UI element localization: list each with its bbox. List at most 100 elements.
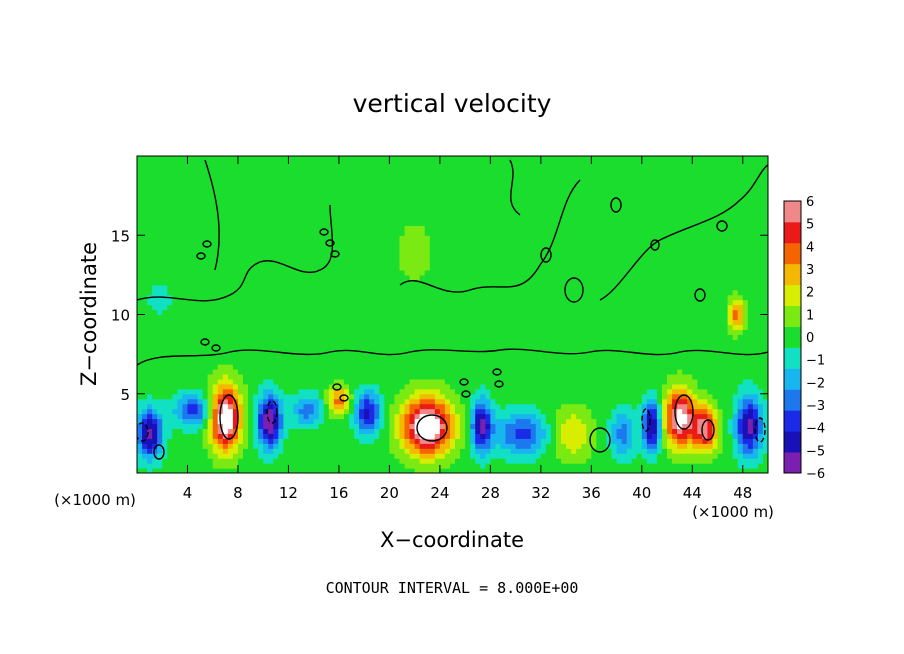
- field-cell: [263, 314, 269, 321]
- field-cell: [495, 309, 502, 316]
- field-cell: [253, 359, 259, 365]
- field-cell: [293, 230, 300, 236]
- field-cell: [455, 309, 461, 316]
- field-cell: [490, 215, 497, 221]
- field-cell: [343, 334, 350, 340]
- field-cell: [419, 230, 426, 236]
- field-cell: [237, 463, 244, 469]
- field-cell: [313, 160, 320, 167]
- field-cell: [359, 180, 365, 187]
- field-cell: [485, 398, 491, 405]
- field-cell: [374, 185, 380, 192]
- field-cell: [147, 428, 153, 434]
- field-cell: [379, 324, 385, 330]
- field-cell: [485, 393, 491, 400]
- field-cell: [142, 180, 148, 187]
- field-cell: [303, 255, 310, 261]
- field-cell: [369, 215, 375, 221]
- field-cell: [434, 368, 441, 375]
- field-cell: [455, 433, 461, 439]
- field-cell: [258, 299, 264, 306]
- field-cell: [202, 284, 209, 291]
- field-cell: [424, 364, 431, 370]
- field-cell: [384, 423, 390, 430]
- field-cell: [374, 250, 380, 256]
- field-cell: [323, 314, 330, 321]
- field-cell: [475, 156, 481, 162]
- field-cell: [207, 195, 214, 202]
- field-cell: [485, 378, 491, 385]
- field-cell: [505, 289, 512, 296]
- field-cell: [248, 458, 254, 464]
- field-cell: [217, 264, 224, 271]
- field-cell: [429, 289, 436, 296]
- field-cell: [162, 230, 168, 236]
- field-cell: [379, 230, 385, 236]
- field-cell: [389, 393, 396, 400]
- field-cell: [333, 215, 340, 221]
- field-cell: [328, 299, 335, 306]
- field-cell: [359, 373, 365, 380]
- field-cell: [177, 185, 184, 192]
- field-cell: [369, 378, 375, 385]
- field-cell: [495, 156, 502, 162]
- field-cell: [142, 185, 148, 192]
- field-cell: [364, 180, 370, 187]
- field-cell: [237, 255, 244, 261]
- field-cell: [177, 354, 184, 360]
- field-cell: [374, 314, 380, 321]
- field-cell: [414, 354, 421, 360]
- field-cell: [394, 294, 401, 301]
- field-cell: [172, 225, 178, 231]
- field-cell: [323, 458, 330, 464]
- field-cell: [243, 245, 249, 251]
- field-cell: [455, 269, 461, 276]
- field-cell: [243, 319, 249, 325]
- field-cell: [404, 260, 411, 266]
- field-cell: [182, 403, 189, 410]
- field-cell: [500, 344, 507, 350]
- field-cell: [182, 190, 189, 197]
- field-cell: [207, 423, 214, 430]
- field-cell: [465, 200, 471, 207]
- field-cell: [293, 398, 300, 405]
- field-cell: [227, 438, 234, 444]
- field-cell: [338, 200, 345, 207]
- field-cell: [207, 269, 214, 276]
- field-cell: [293, 393, 300, 400]
- field-cell: [480, 368, 486, 375]
- field-cell: [505, 190, 512, 197]
- field-cell: [167, 284, 173, 291]
- field-cell: [263, 170, 269, 177]
- field-cell: [142, 334, 148, 340]
- field-cell: [187, 170, 194, 177]
- field-cell: [364, 250, 370, 256]
- field-cell: [192, 274, 199, 281]
- field-cell: [137, 354, 143, 360]
- field-cell: [157, 156, 163, 162]
- field-cell: [364, 170, 370, 177]
- field-cell: [449, 314, 456, 321]
- field-cell: [369, 225, 375, 231]
- field-cell: [253, 468, 259, 473]
- field-cell: [212, 383, 219, 390]
- field-cell: [283, 185, 290, 192]
- field-cell: [470, 235, 476, 241]
- field-cell: [354, 205, 360, 212]
- field-cell: [157, 428, 163, 434]
- field-cell: [349, 235, 355, 241]
- field-cell: [389, 344, 396, 350]
- field-cell: [465, 215, 471, 221]
- field-cell: [217, 463, 224, 469]
- field-cell: [212, 299, 219, 306]
- field-cell: [354, 269, 360, 276]
- field-cell: [303, 309, 310, 316]
- field-cell: [500, 200, 507, 207]
- field-cell: [439, 329, 446, 335]
- field-cell: [243, 349, 249, 355]
- field-cell: [172, 230, 178, 236]
- field-cell: [202, 463, 209, 469]
- field-cell: [293, 359, 300, 365]
- field-cell: [434, 448, 441, 454]
- field-cell: [530, 458, 537, 464]
